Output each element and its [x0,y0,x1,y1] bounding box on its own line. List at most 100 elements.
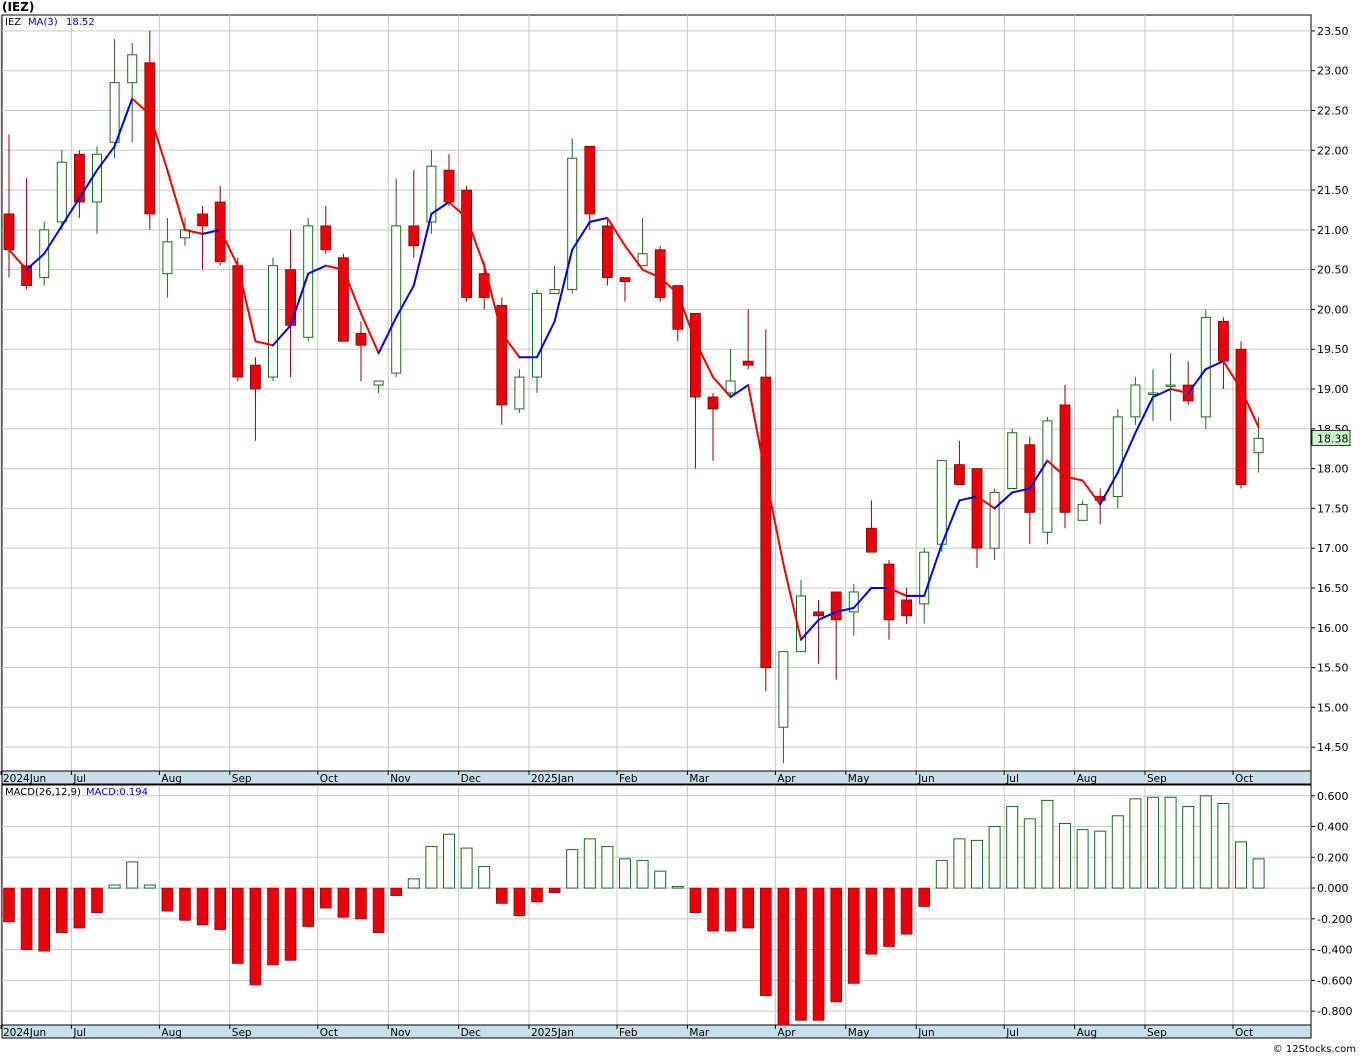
ma-segment [395,284,415,319]
ma-segment [1011,487,1031,494]
macd-bar [1076,829,1089,889]
candle-body [144,62,156,215]
candle-body [989,491,1000,549]
macd-bar [1182,806,1195,889]
candle-body [532,293,542,378]
candle-body [1218,320,1229,362]
date-label: Aug [161,773,182,785]
price-legend: IEZ MA(3) 18.52 [5,17,95,28]
macd-bar [460,847,473,889]
candle [1007,428,1018,489]
candle [1024,436,1036,545]
macd-bar [531,887,543,903]
candle-body [408,225,420,247]
candle [760,329,772,692]
candle-body [373,380,384,386]
date-label: Aug [1077,1027,1098,1039]
ma-segment [78,169,98,200]
candle [637,217,648,267]
macd-bar [795,887,807,1021]
ma-segment [113,97,134,148]
candle [725,349,736,397]
macd-bar [372,887,385,933]
candle [249,357,261,441]
macd-bar [161,887,174,912]
candle [619,277,631,302]
legend-ma-label: MA(3) [28,17,58,28]
candle [919,548,930,624]
macd-bar [179,887,191,921]
macd-bar [249,887,262,986]
macd-bar [1041,799,1054,889]
candle [654,245,666,302]
candle-body [725,380,736,394]
ma-segment [307,264,327,275]
macd-bar [513,887,526,917]
candles [3,30,1264,764]
price-y-tick-label: 22.50 [1317,104,1349,117]
ma-segment [1152,388,1172,398]
price-y-tick-label: 20.50 [1317,264,1349,277]
date-label: 2024Jun [3,1027,46,1039]
candle [162,217,173,298]
date-label: Jul [1005,1027,1019,1039]
macd-bar [900,887,913,935]
copyright-text: © 12Stocks.com [1272,1044,1356,1055]
price-y-tick-label: 15.00 [1317,701,1349,714]
candle [989,488,1000,561]
macd-bar [654,870,667,889]
ma-segment [1204,360,1225,371]
macd-bars [3,795,1265,1026]
ma-segment [254,340,274,347]
ma-segment [1116,431,1137,474]
candle-body [391,225,402,374]
date-label: May [848,773,870,785]
macd-bar [724,887,737,932]
macd-legend-params: MACD(26,12,9) [5,787,81,798]
ma-segment [888,586,908,597]
candle-body [1007,432,1018,489]
macd-bar [478,866,491,889]
macd-bar [865,887,878,955]
macd-bar [742,887,755,929]
macd-bar [812,887,825,1021]
candle [127,42,138,143]
candle [514,369,525,413]
candle [1130,377,1141,425]
ma-segment [483,264,503,335]
candle [1042,416,1053,545]
date-label: Apr [777,1027,796,1039]
candle [971,468,983,569]
macd-bar [1147,796,1159,889]
candle-body [883,563,895,621]
last-price-tag [1311,429,1351,446]
macd-bar [143,884,156,889]
macd-bar [636,859,649,889]
macd-bar [20,887,33,950]
ma-segment [729,384,750,398]
candle [1165,353,1176,421]
candle [144,30,156,230]
ma-segment [148,113,169,172]
macd-bar [337,887,350,918]
candle-body [496,305,508,406]
date-label: 2025Jan [531,1027,574,1039]
candle-body [443,169,455,203]
date-label: Jun [917,1027,934,1039]
macd-bar [1023,818,1036,889]
candle [337,253,349,342]
candle-body [3,213,15,251]
ma-segment [817,610,838,621]
candle-body [602,225,613,279]
ma-segment [676,292,697,343]
candle-body [127,54,138,84]
macd-bar [1129,798,1142,889]
date-label: 2024Jun [3,773,46,785]
macd-y-tick-label: 0.600 [1317,790,1349,803]
grid-lines [0,15,1311,1025]
price-y-tick-label: 17.00 [1317,542,1349,555]
macd-bar [566,849,579,889]
candle [866,500,877,553]
macd-bar [302,887,315,927]
candle-body [1024,444,1036,513]
